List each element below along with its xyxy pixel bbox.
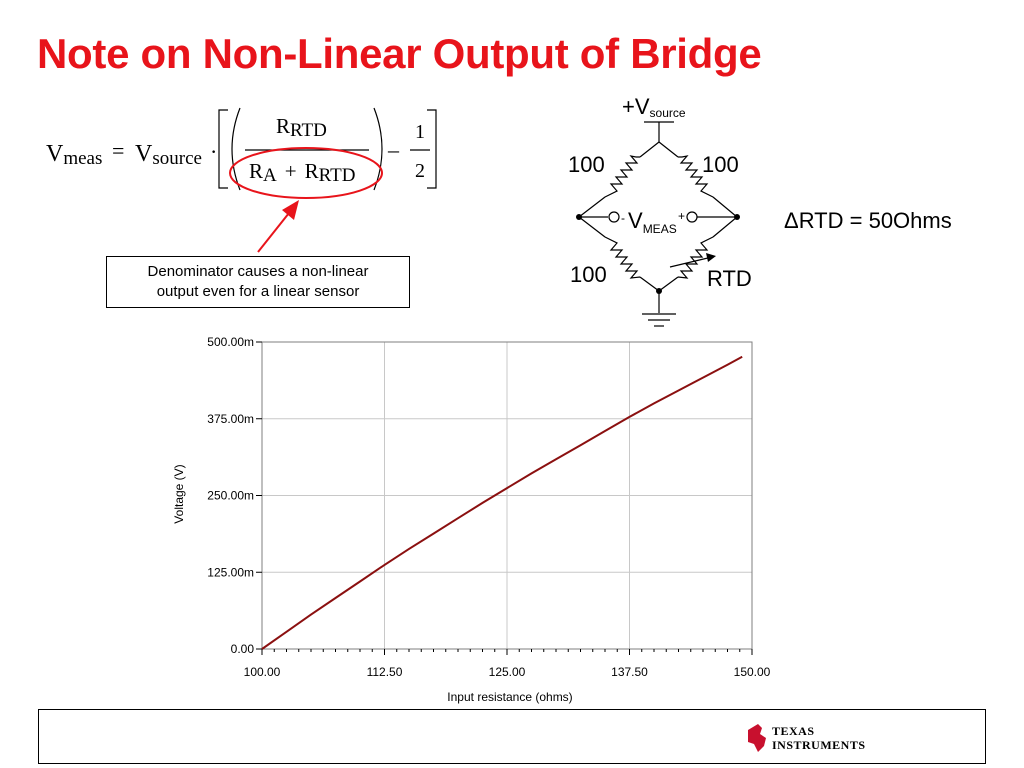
x-tick-label: 137.50 <box>611 665 648 679</box>
vmeas-label: VMEAS <box>628 208 677 236</box>
rtd-arrow-head <box>706 253 716 262</box>
texas-instruments-logo: Texas Instruments <box>748 724 866 752</box>
vmeas-terminal-minus <box>608 211 620 223</box>
x-tick-label: 100.00 <box>244 665 281 679</box>
logo-line-2: Instruments <box>772 738 866 752</box>
x-axis-tick-labels: 100.00 112.50 125.00 137.50 150.00 <box>244 649 771 679</box>
vmeas-terminal-plus <box>686 211 698 223</box>
ground-icon <box>642 313 676 327</box>
rtd-variable-arrow <box>669 256 713 268</box>
callout-line-1: Denominator causes a non-linear <box>147 263 369 280</box>
y-tick-label: 500.00m <box>207 335 254 349</box>
node-bottom <box>656 288 662 294</box>
y-tick-label: 375.00m <box>207 412 254 426</box>
x-tick-label: 125.00 <box>489 665 526 679</box>
x-axis-minor-ticks <box>261 649 753 652</box>
eq-half-denominator: 2 <box>415 160 425 182</box>
y-axis-label: Voltage (V) <box>172 464 186 523</box>
eq-denominator: RA + RRTD <box>249 159 355 186</box>
logo-line-1: Texas <box>772 724 815 738</box>
voltage-trace-line <box>261 355 743 650</box>
slide-title: Note on Non-Linear Output of Bridge <box>37 30 762 77</box>
y-tick-label: 0.00 <box>231 642 255 656</box>
resistor-bottom-left <box>578 216 660 292</box>
vsource-label: +Vsource <box>622 94 686 120</box>
resistor-top-left <box>578 141 660 218</box>
bridge-labels: +Vsource 100 100 100 RTD - VMEAS + <box>568 94 752 291</box>
eq-v-meas: Vmeas <box>46 141 102 169</box>
x-tick-label: 112.50 <box>367 665 403 679</box>
node-left <box>576 214 582 220</box>
bridge-circuit <box>578 121 738 327</box>
eq-half-numerator: 1 <box>415 121 425 143</box>
callout-line-2: output even for a linear sensor <box>156 283 360 300</box>
vmeas-plus-sign: + <box>678 209 685 223</box>
eq-numerator: RRTD <box>276 114 327 141</box>
eq-minus: – <box>387 137 400 162</box>
label-rtd: RTD <box>707 266 752 291</box>
denominator-highlight-ellipse <box>229 147 383 199</box>
bridge-nodes <box>576 214 740 294</box>
paren-left <box>231 107 241 191</box>
y-tick-label: 250.00m <box>207 489 254 503</box>
outer-bracket-left <box>218 109 228 189</box>
node-right <box>734 214 740 220</box>
callout-box: Denominator causes a non-linear output e… <box>106 256 410 308</box>
x-axis-label: Input resistance (ohms) <box>447 690 572 704</box>
callout-arrow <box>257 200 299 253</box>
equation: Vmeas = Vsource · RRTD RA + RRTD – 1 2 <box>46 107 437 191</box>
ti-logo-icon <box>748 724 766 752</box>
resistor-rtd <box>658 216 738 292</box>
vmeas-minus-sign: - <box>621 211 625 225</box>
delta-rtd-note: ΔRTD = 50Ohms <box>784 208 952 233</box>
y-axis-tick-labels: 0.00 125.00m 250.00m 375.00m 500.00m <box>207 335 262 656</box>
label-r-bottom-left: 100 <box>570 262 607 287</box>
outer-bracket-right <box>427 109 437 189</box>
grid-horizontal-lines <box>262 418 752 573</box>
label-r-top-right: 100 <box>702 152 739 177</box>
eq-equals: = <box>112 138 124 163</box>
label-r-top-left: 100 <box>568 152 605 177</box>
x-tick-label: 150.00 <box>734 665 771 679</box>
eq-v-source: Vsource <box>135 141 202 169</box>
eq-dot: · <box>210 139 217 164</box>
resistor-top-right <box>658 141 738 218</box>
footer-bar: Texas Instruments <box>38 709 986 764</box>
y-tick-label: 125.00m <box>207 565 254 579</box>
